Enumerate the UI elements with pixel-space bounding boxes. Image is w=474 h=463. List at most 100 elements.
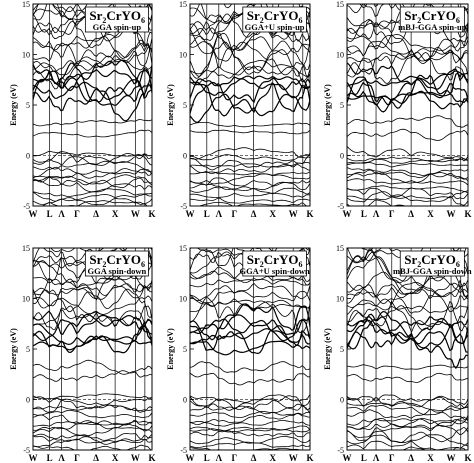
band-line	[190, 154, 310, 162]
y-axis-label: Energy (eV)	[166, 328, 175, 370]
compound-formula: Sr2CrYO6	[404, 252, 460, 269]
band-line	[33, 83, 152, 122]
band-line	[190, 182, 310, 191]
x-tick-label: L	[47, 209, 53, 219]
band-line	[347, 372, 468, 383]
band-line	[347, 440, 468, 450]
y-tick-label: -5	[180, 446, 187, 455]
band-line	[190, 156, 310, 171]
band-line	[347, 426, 468, 444]
x-tick-label: Δ	[408, 209, 414, 219]
y-tick-label: 10	[336, 51, 344, 60]
band-line	[197, 202, 308, 206]
x-tick-label: W	[343, 209, 352, 219]
compound-formula: Sr2CrYO6	[89, 252, 145, 269]
band-line	[33, 174, 152, 185]
band-line	[190, 403, 310, 415]
y-tick-label: 15	[336, 0, 344, 9]
compound-formula: Sr2CrYO6	[404, 8, 460, 25]
band-line	[33, 309, 152, 326]
x-tick-label: K	[464, 453, 471, 463]
x-tick-label: W	[289, 209, 298, 219]
band-line	[190, 299, 310, 312]
legend-box	[399, 6, 465, 33]
x-tick-label: Δ	[93, 209, 99, 219]
compound-formula: Sr2CrYO6	[247, 8, 303, 25]
band-line	[190, 328, 310, 345]
band-line	[347, 305, 468, 331]
band-line	[33, 286, 152, 300]
band-line	[33, 438, 152, 448]
band-line	[33, 414, 152, 426]
legend-box	[84, 250, 149, 277]
x-tick-label: Λ	[373, 209, 380, 219]
band-line	[190, 398, 310, 411]
y-tick-label: 0	[26, 152, 30, 161]
x-tick-label: X	[270, 453, 277, 463]
plot-frame	[189, 247, 311, 451]
band-line	[347, 396, 468, 409]
band-line	[347, 34, 468, 52]
band-line	[347, 191, 468, 201]
band-line	[33, 151, 152, 164]
band-line	[190, 192, 310, 198]
band-line	[190, 161, 310, 168]
y-tick-label: -5	[23, 202, 30, 211]
band-line	[347, 167, 468, 176]
y-axis-label: Energy (eV)	[166, 84, 175, 126]
y-axis-label: Energy (eV)	[323, 84, 332, 126]
y-tick-label: 10	[22, 295, 30, 304]
band-line	[33, 314, 152, 342]
x-tick-label: W	[447, 209, 456, 219]
x-tick-label: L	[204, 453, 210, 463]
y-tick-label: 0	[26, 396, 30, 405]
y-tick-label: 5	[340, 101, 344, 110]
band-line	[33, 176, 152, 189]
band-line	[33, 370, 152, 382]
method-label: GGA spin-up	[93, 22, 142, 32]
x-tick-label: L	[204, 209, 210, 219]
band-line	[190, 35, 310, 62]
band-line	[49, 248, 152, 253]
band-line	[33, 310, 152, 340]
x-tick-label: W	[131, 453, 140, 463]
x-tick-label: W	[131, 209, 140, 219]
band-line	[190, 197, 310, 204]
band-line	[190, 282, 310, 302]
method-label: mBJ-GGA spin-up	[398, 22, 467, 32]
x-tick-label: Λ	[216, 209, 223, 219]
x-tick-label: Γ	[232, 209, 238, 219]
y-tick-label: -5	[23, 446, 30, 455]
band-line	[33, 305, 152, 330]
band-line	[347, 162, 468, 168]
band-line	[347, 146, 468, 162]
y-axis-label: Energy (eV)	[9, 328, 18, 370]
band-line	[347, 91, 468, 104]
band-line	[347, 248, 467, 263]
band-line	[190, 40, 310, 77]
y-tick-label: 10	[179, 295, 187, 304]
band-line	[347, 404, 468, 416]
band-line	[347, 283, 468, 297]
band-line	[347, 40, 468, 62]
band-line	[347, 158, 468, 164]
x-tick-label: K	[306, 209, 313, 219]
band-line	[190, 171, 310, 176]
band-line	[347, 415, 468, 426]
x-tick-label: Λ	[58, 209, 65, 219]
band-line	[347, 331, 468, 370]
y-tick-label: 5	[26, 345, 30, 354]
band-line	[33, 39, 152, 90]
band-line	[190, 122, 310, 128]
x-tick-label: Λ	[58, 453, 65, 463]
band-line	[33, 37, 152, 68]
band-line	[33, 153, 152, 166]
y-tick-label: 15	[336, 244, 344, 253]
method-label: GGA+U spin-down	[239, 266, 310, 276]
y-tick-label: -5	[180, 202, 187, 211]
band-line	[33, 359, 152, 375]
band-line	[190, 77, 310, 117]
band-line	[347, 364, 468, 370]
